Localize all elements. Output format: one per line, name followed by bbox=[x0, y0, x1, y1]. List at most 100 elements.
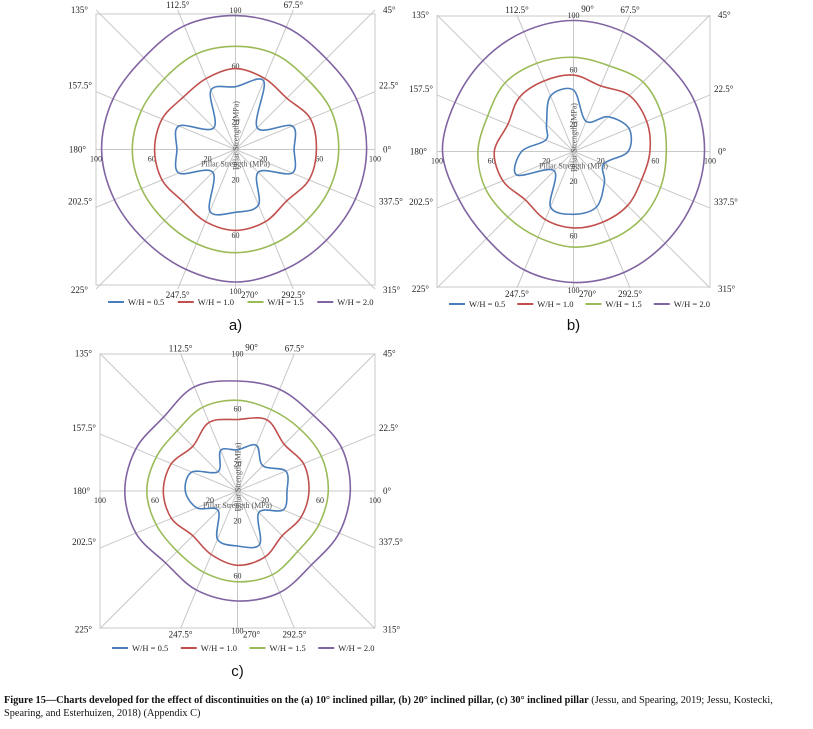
legend-entry: W/H = 1.0 bbox=[198, 297, 234, 307]
radial-tick-label: 20 bbox=[570, 120, 578, 129]
radar-chart-b: 0° 22.5° 45° 67.5° 90° 112.5° 135° 157.5° 180° 20… bbox=[409, 4, 738, 334]
radial-tick-label: 100 bbox=[431, 157, 443, 166]
angle-label: 135° bbox=[75, 349, 93, 359]
radial-tick-label: 100 bbox=[90, 155, 102, 164]
angle-label: 135° bbox=[71, 5, 89, 15]
figure-caption: Figure 15—Charts developed for the effec… bbox=[4, 694, 809, 720]
legend: W/H = 0.5 W/H = 1.0 W/H = 1.5 W/H = 2.0 bbox=[108, 297, 373, 307]
legend-entry: W/H = 0.5 bbox=[469, 299, 505, 309]
radar-spoke bbox=[95, 9, 236, 150]
radar-spoke bbox=[235, 91, 376, 150]
radial-tick-label: 20 bbox=[232, 118, 240, 127]
figure-caption-head: Figure 15—Charts developed for the effec… bbox=[4, 695, 589, 706]
angle-label: 90° bbox=[581, 4, 594, 14]
panel-label: c) bbox=[231, 663, 244, 680]
radar-spoke bbox=[235, 149, 376, 208]
angle-label: 157.5° bbox=[409, 84, 433, 94]
angle-label: 90° bbox=[245, 343, 258, 353]
angle-label: 337.5° bbox=[379, 196, 403, 206]
angle-label: 112.5° bbox=[505, 5, 529, 15]
angle-label: 225° bbox=[75, 625, 93, 635]
angle-label: 270° bbox=[579, 289, 597, 299]
angle-label: 225° bbox=[412, 284, 430, 294]
angle-label: 22.5° bbox=[379, 423, 399, 433]
angle-label: 112.5° bbox=[169, 344, 193, 354]
panel-label: a) bbox=[229, 317, 242, 334]
radar-spoke bbox=[99, 490, 238, 549]
angle-label: 45° bbox=[383, 5, 396, 15]
radar-spoke bbox=[237, 353, 376, 492]
angle-label: 112.5° bbox=[166, 0, 190, 10]
radial-tick-label: 60 bbox=[488, 157, 496, 166]
legend-entry: W/H = 0.5 bbox=[132, 643, 168, 653]
series-line-2 bbox=[153, 67, 318, 232]
angle-label: 337.5° bbox=[714, 197, 738, 207]
series-line-1 bbox=[513, 87, 633, 216]
series-line-4 bbox=[123, 380, 352, 602]
radial-tick-label: 20 bbox=[204, 155, 212, 164]
radar-spoke bbox=[573, 151, 631, 289]
radial-axis-title: Pillar Strength (MPa) bbox=[203, 501, 272, 510]
radar-spoke bbox=[177, 149, 236, 290]
radial-tick-label: 100 bbox=[94, 496, 106, 505]
radial-tick-label: 20 bbox=[542, 157, 550, 166]
radial-axis-title-vertical: Pillar Strength (MPa) bbox=[570, 103, 579, 172]
radial-tick-label: 20 bbox=[206, 496, 214, 505]
angle-label: 45° bbox=[718, 10, 731, 20]
angle-label: 202.5° bbox=[72, 537, 96, 547]
radial-tick-label: 100 bbox=[230, 6, 242, 15]
radar-spoke bbox=[237, 490, 376, 549]
angle-label: 135° bbox=[412, 10, 430, 20]
radial-tick-label: 60 bbox=[570, 66, 578, 75]
radar-spoke bbox=[99, 490, 238, 629]
radar-spoke bbox=[573, 14, 631, 152]
radar-grid bbox=[99, 353, 376, 629]
angle-label: 337.5° bbox=[379, 537, 403, 547]
radial-tick-label: 100 bbox=[369, 496, 381, 505]
radial-tick-label: 60 bbox=[148, 155, 156, 164]
radar-spoke bbox=[573, 14, 711, 152]
angle-label: 22.5° bbox=[714, 84, 734, 94]
series-line-1 bbox=[174, 78, 297, 216]
angle-label: 202.5° bbox=[68, 196, 92, 206]
legend-entry: W/H = 2.0 bbox=[674, 299, 710, 309]
radial-tick-label: 60 bbox=[651, 157, 659, 166]
radar-spoke bbox=[235, 9, 376, 150]
angle-label: 247.5° bbox=[505, 289, 529, 299]
radial-tick-label: 60 bbox=[234, 405, 242, 414]
legend-entry: W/H = 1.0 bbox=[537, 299, 573, 309]
legend-entry: W/H = 1.0 bbox=[201, 643, 237, 653]
radial-tick-label: 20 bbox=[234, 460, 242, 469]
angle-label: 67.5° bbox=[620, 5, 640, 15]
angle-label: 157.5° bbox=[72, 423, 96, 433]
radial-tick-label: 20 bbox=[570, 177, 578, 186]
legend-entry: W/H = 0.5 bbox=[128, 297, 164, 307]
angle-label: 247.5° bbox=[169, 630, 193, 640]
panel-label: b) bbox=[567, 317, 580, 334]
radar-spoke bbox=[95, 149, 236, 208]
angle-label: 225° bbox=[71, 285, 89, 295]
figure-caption-tail: (Jessu, and Spearing, 2019; Jessu, Koste… bbox=[4, 695, 773, 719]
radar-grid bbox=[95, 9, 376, 290]
radar-spoke bbox=[237, 353, 295, 492]
radar-spoke bbox=[180, 490, 238, 629]
radial-tick-label: 60 bbox=[316, 496, 324, 505]
radial-tick-label: 100 bbox=[568, 286, 580, 295]
angle-label: 315° bbox=[383, 285, 401, 295]
radar-spoke bbox=[573, 151, 711, 289]
angle-label: 180° bbox=[410, 147, 428, 157]
radar-spoke bbox=[177, 9, 236, 150]
radar-spoke bbox=[99, 433, 238, 492]
radial-tick-label: 60 bbox=[315, 155, 323, 164]
radar-spoke bbox=[99, 353, 238, 492]
radial-axis-title-vertical: Pillar Strength (MPa) bbox=[232, 101, 241, 170]
legend-entry: W/H = 1.5 bbox=[270, 643, 306, 653]
radial-tick-label: 60 bbox=[232, 62, 240, 71]
radial-tick-label: 60 bbox=[232, 231, 240, 240]
angle-label: 292.5° bbox=[618, 289, 642, 299]
series-line-3 bbox=[477, 56, 668, 248]
angle-label: 315° bbox=[383, 625, 401, 635]
angle-label: 67.5° bbox=[285, 344, 305, 354]
radial-tick-label: 20 bbox=[234, 517, 242, 526]
